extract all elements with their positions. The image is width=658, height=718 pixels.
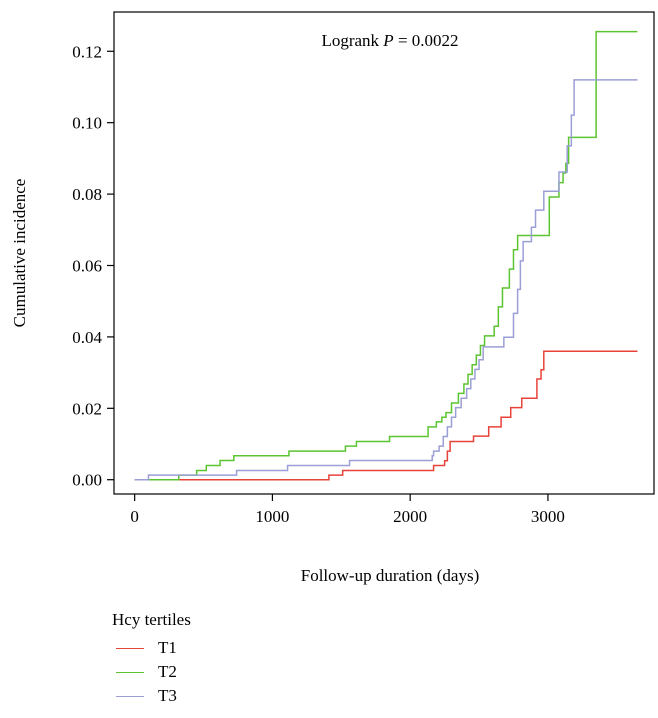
annotation-logrank: Logrank P = 0.0022 <box>321 31 458 50</box>
legend: Hcy tertiles T1 T2 T3 <box>112 610 191 708</box>
series-line-t2 <box>134 30 638 481</box>
plot-frame <box>113 11 655 495</box>
series-layer <box>134 30 638 481</box>
legend-swatch-t3 <box>116 695 144 697</box>
y-axis-label: Cumulative incidence <box>10 179 29 328</box>
x-tick-label: 2000 <box>393 507 427 526</box>
legend-label-t2: T2 <box>158 662 177 681</box>
legend-title: Hcy tertiles <box>112 610 191 629</box>
series-line-t1 <box>134 350 638 481</box>
series-line-t3 <box>134 79 638 481</box>
legend-label-t1: T1 <box>158 638 177 657</box>
y-axis: 0.00 0.02 0.04 0.06 0.08 0.10 0.12 <box>72 42 114 490</box>
x-tick-label: 3000 <box>531 507 565 526</box>
x-axis: 0 1000 2000 3000 <box>130 494 565 526</box>
legend-item-t2: T2 <box>112 660 191 684</box>
legend-item-t1: T1 <box>112 636 191 660</box>
y-tick-label: 0.04 <box>72 328 102 347</box>
x-tick-label: 1000 <box>255 507 289 526</box>
x-tick-label: 0 <box>130 507 139 526</box>
legend-label-t3: T3 <box>158 686 177 705</box>
legend-swatch-t2 <box>116 671 144 673</box>
y-tick-label: 0.12 <box>72 42 102 61</box>
y-tick-label: 0.00 <box>72 471 102 490</box>
y-tick-label: 0.06 <box>72 256 102 275</box>
legend-item-t3: T3 <box>112 684 191 708</box>
y-tick-label: 0.10 <box>72 114 102 133</box>
y-tick-label: 0.02 <box>72 399 102 418</box>
x-axis-label: Follow-up duration (days) <box>301 566 479 585</box>
y-tick-label: 0.08 <box>72 185 102 204</box>
legend-swatch-t1 <box>116 647 144 649</box>
